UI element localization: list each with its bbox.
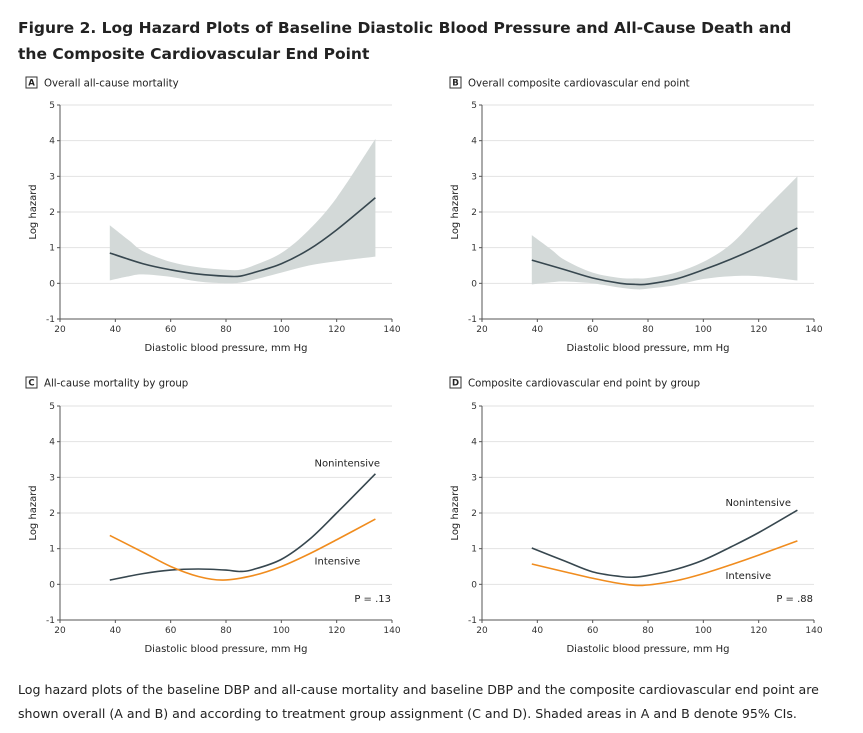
y-tick-label: 3 — [471, 172, 477, 182]
x-tick-label: 20 — [476, 626, 488, 636]
y-tick-label: 0 — [49, 580, 55, 590]
x-tick-label: 80 — [220, 626, 232, 636]
panel-letter: C — [28, 379, 34, 389]
series-label-nonintensive: Nonintensive — [725, 498, 791, 509]
x-tick-label: 100 — [695, 626, 712, 636]
y-tick-label: 5 — [49, 101, 55, 111]
x-tick-label: 40 — [110, 626, 122, 636]
x-tick-label: 100 — [273, 626, 290, 636]
x-tick-label: 40 — [110, 325, 122, 335]
y-tick-label: 3 — [471, 473, 477, 483]
y-tick-label: 0 — [471, 279, 477, 289]
x-tick-label: 100 — [695, 325, 712, 335]
series-line-nonintensive — [531, 509, 798, 579]
y-tick-label: 5 — [49, 402, 55, 412]
y-tick-label: 2 — [471, 509, 477, 519]
panel-title: Composite cardiovascular end point by gr… — [468, 379, 700, 390]
y-axis-label: Log hazard — [28, 485, 39, 540]
x-tick-label: 60 — [587, 626, 599, 636]
y-tick-label: -1 — [468, 315, 477, 325]
x-tick-label: 60 — [165, 626, 177, 636]
x-tick-label: 120 — [328, 325, 345, 335]
y-axis-label: Log hazard — [450, 485, 461, 540]
y-tick-label: 2 — [471, 208, 477, 218]
p-value: P = .88 — [776, 594, 813, 605]
panel-letter-box — [25, 376, 38, 389]
x-tick-label: 120 — [750, 325, 767, 335]
y-tick-label: 5 — [471, 402, 477, 412]
series-line — [531, 227, 798, 286]
x-tick-label: 120 — [328, 626, 345, 636]
y-tick-label: 4 — [49, 137, 55, 147]
y-tick-label: 1 — [471, 244, 477, 254]
x-axis-label: Diastolic blood pressure, mm Hg — [144, 644, 307, 655]
y-axis-label: Log hazard — [450, 184, 461, 239]
y-tick-label: 3 — [49, 172, 55, 182]
y-tick-label: 4 — [471, 137, 477, 147]
panel-letter: B — [452, 79, 458, 89]
x-tick-label: 140 — [805, 626, 822, 636]
series-label-intensive: Intensive — [315, 557, 361, 568]
x-tick-label: 20 — [476, 325, 488, 335]
y-tick-label: -1 — [46, 315, 55, 325]
x-tick-label: 40 — [532, 325, 544, 335]
y-tick-label: 1 — [49, 244, 55, 254]
x-tick-label: 60 — [587, 325, 599, 335]
series-line-nonintensive — [109, 473, 376, 581]
y-tick-label: -1 — [468, 616, 477, 626]
x-tick-label: 20 — [54, 626, 66, 636]
panel-title: All-cause mortality by group — [44, 379, 188, 390]
y-tick-label: 4 — [471, 438, 477, 448]
x-tick-label: 140 — [383, 626, 400, 636]
x-axis-label: Diastolic blood pressure, mm Hg — [144, 343, 307, 354]
x-tick-label: 140 — [805, 325, 822, 335]
x-tick-label: 100 — [273, 325, 290, 335]
panel-d: D Composite cardiovascular end point by g… — [449, 376, 823, 655]
y-tick-label: 1 — [471, 545, 477, 555]
panel-letter-box — [25, 76, 38, 89]
x-tick-label: 80 — [220, 325, 232, 335]
y-tick-label: 2 — [49, 509, 55, 519]
y-tick-label: 1 — [49, 545, 55, 555]
series-line — [109, 197, 376, 278]
y-axis-label: Log hazard — [28, 184, 39, 239]
x-tick-label: 120 — [750, 626, 767, 636]
panel-letter-box — [449, 376, 462, 389]
x-tick-label: 80 — [642, 325, 654, 335]
series-line-intensive — [531, 540, 798, 587]
series-line-intensive — [109, 518, 376, 581]
y-tick-label: 0 — [471, 580, 477, 590]
panel-title: Overall all-cause mortality — [44, 79, 179, 90]
y-tick-label: 4 — [49, 438, 55, 448]
x-tick-label: 40 — [532, 626, 544, 636]
panel-b: B Overall composite cardiovascular end po… — [449, 76, 823, 354]
panel-letter-box — [449, 76, 462, 89]
y-tick-label: 0 — [49, 279, 55, 289]
panel-c: C All-cause mortality by group -1 0 1 2 3 4 5 20 4… — [25, 376, 401, 655]
panel-title: Overall composite cardiovascular end poi… — [468, 79, 690, 90]
x-tick-label: 20 — [54, 325, 66, 335]
x-tick-label: 80 — [642, 626, 654, 636]
panel-letter: D — [452, 379, 459, 389]
panel-a: A Overall all-cause mortality -1 0 1 2 3 4 5 20 40… — [25, 76, 401, 354]
series-label-nonintensive: Nonintensive — [315, 459, 381, 470]
figure-title: Figure 2. Log Hazard Plots of Baseline D… — [18, 19, 792, 63]
p-value: P = .13 — [354, 594, 391, 605]
y-tick-label: 3 — [49, 473, 55, 483]
y-tick-label: -1 — [46, 616, 55, 626]
x-axis-label: Diastolic blood pressure, mm Hg — [566, 343, 729, 354]
y-tick-label: 5 — [471, 101, 477, 111]
x-tick-label: 60 — [165, 325, 177, 335]
series-label-intensive: Intensive — [725, 571, 771, 582]
ci-band — [531, 176, 798, 290]
figure-caption: Log hazard plots of the baseline DBP and… — [18, 682, 819, 721]
ci-band — [109, 138, 376, 284]
y-tick-label: 2 — [49, 208, 55, 218]
x-tick-label: 140 — [383, 325, 400, 335]
panel-letter: A — [28, 79, 35, 89]
x-axis-label: Diastolic blood pressure, mm Hg — [566, 644, 729, 655]
